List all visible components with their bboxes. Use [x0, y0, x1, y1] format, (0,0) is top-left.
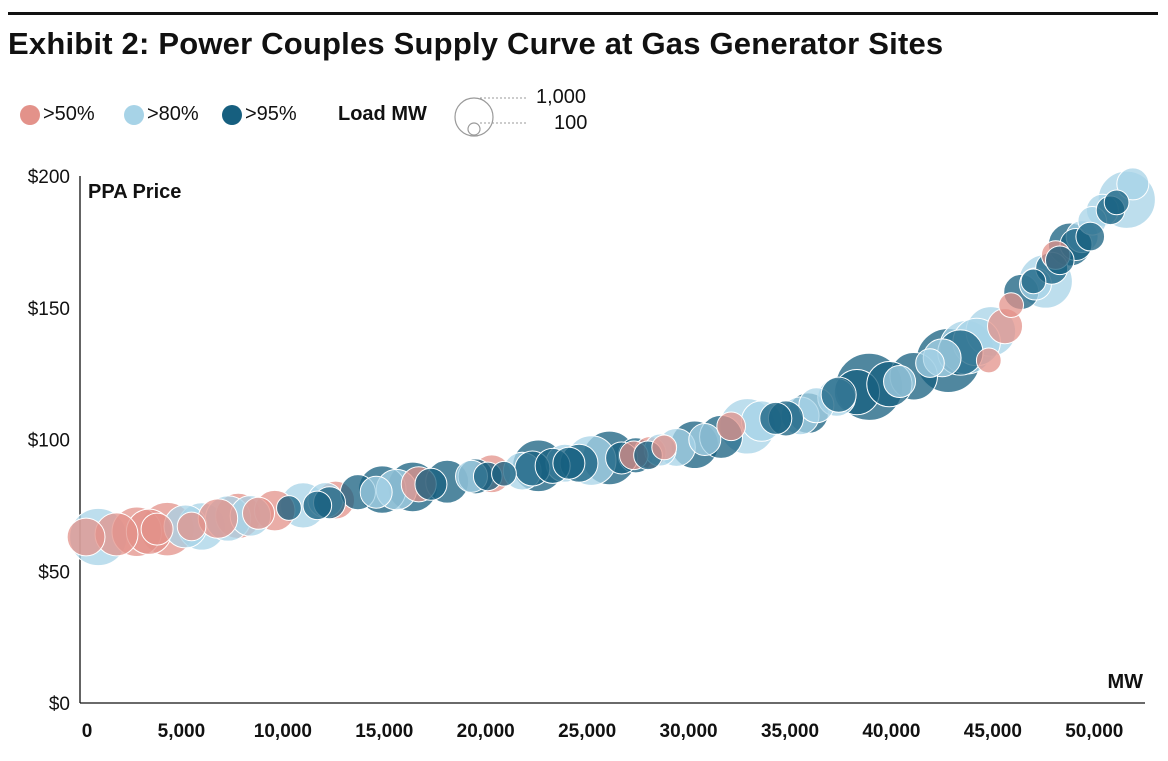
x-tick-label: 50,000: [1065, 721, 1123, 742]
data-point: [359, 475, 393, 509]
data-point: [688, 423, 722, 456]
data-point: [302, 490, 333, 521]
x-tick-label: 40,000: [862, 721, 920, 742]
chart-points: [66, 167, 1156, 567]
legend-size-key: 1,000 100: [450, 84, 590, 147]
legend-swatch-50: [20, 104, 40, 125]
top-rule: [8, 12, 1158, 15]
chart-axes: [79, 176, 1145, 704]
data-point: [66, 517, 106, 557]
data-point: [651, 434, 678, 461]
data-point: [176, 511, 207, 542]
legend-item-80: >80%: [124, 103, 199, 126]
y-tick-label: $150: [28, 299, 70, 320]
x-tick-label: 35,000: [761, 721, 819, 742]
legend-item-95: >95%: [222, 103, 297, 126]
chart-labels: $0 $50 $100 $150 $200 0 5,000 10,000 15,000 20,00…: [28, 167, 1143, 742]
y-tick-label: $0: [49, 694, 70, 715]
data-point: [975, 347, 1002, 374]
data-point: [276, 495, 302, 521]
data-point: [1103, 189, 1130, 216]
legend-size-title: Load MW: [338, 103, 427, 125]
legend-label-50: >50%: [43, 103, 95, 125]
x-tick-label: 10,000: [254, 721, 312, 742]
x-tick-label: 45,000: [964, 721, 1022, 742]
data-point: [998, 292, 1025, 319]
x-tick-label: 30,000: [660, 721, 718, 742]
data-point: [1020, 268, 1047, 295]
data-point: [759, 401, 793, 435]
legend-size-large-label: 1,000: [536, 86, 587, 108]
page-title: Exhibit 2: Power Couples Supply Curve at…: [8, 26, 944, 61]
data-point: [915, 348, 945, 378]
x-tick-label: 25,000: [558, 721, 616, 742]
y-tick-label: $100: [28, 431, 70, 452]
y-tick-label: $50: [38, 562, 70, 583]
x-tick-label: 15,000: [355, 721, 413, 742]
x-axis-label: MW: [1107, 671, 1143, 693]
data-point: [1075, 221, 1106, 252]
data-point: [883, 365, 917, 399]
x-tick-label: 0: [82, 721, 93, 742]
data-point: [242, 496, 276, 530]
data-point: [491, 460, 517, 487]
data-point: [1044, 245, 1075, 276]
data-point: [716, 411, 746, 442]
data-point: [552, 446, 586, 480]
legend-swatch-80: [124, 104, 144, 125]
legend-size-small-label: 100: [554, 112, 588, 134]
y-tick-label: $200: [28, 167, 70, 188]
data-point: [820, 376, 857, 413]
y-axis-label: PPA Price: [88, 181, 181, 203]
legend-item-50: >50%: [20, 103, 95, 126]
legend-label-80: >80%: [147, 103, 199, 125]
data-point: [1116, 167, 1150, 201]
data-point: [140, 512, 174, 546]
legend-swatch-95: [222, 104, 242, 125]
legend-label-95: >95%: [245, 103, 297, 125]
data-point: [414, 467, 448, 501]
chart-legend: >50% >80% >95% Load MW 1,000 100: [20, 84, 620, 142]
x-tick-label: 5,000: [158, 721, 206, 742]
x-tick-label: 20,000: [457, 721, 515, 742]
legend-size-circles: [454, 97, 526, 137]
